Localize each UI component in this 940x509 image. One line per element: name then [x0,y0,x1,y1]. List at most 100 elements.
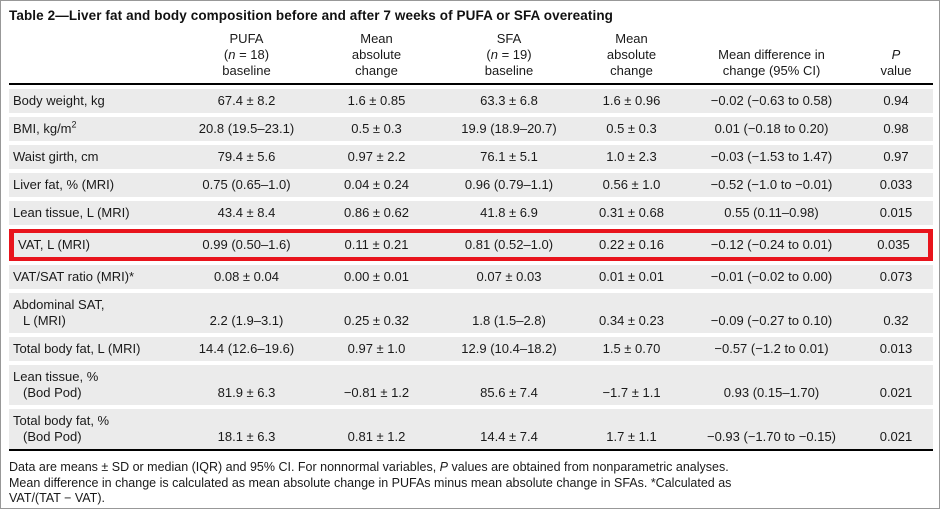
column-header-sfa-baseline: SFA (n = 19) baseline [439,29,579,85]
header-line: (n = 19) [486,47,532,62]
header-line: change [355,63,398,78]
highlighted-row: VAT, L (MRI) 0.99 (0.50–1.6) 0.11 ± 0.21 0.… [9,229,933,261]
cell-value: 85.6 ± 7.4 [439,365,579,405]
row-label-line: L (MRI) [23,313,66,328]
cell-value: 0.11 ± 0.21 [314,229,439,261]
table-header: PUFA (n = 18) baseline Mean absolute change SF… [9,29,933,85]
header-line: (n = 18) [223,47,270,62]
column-header-mean-difference-in-change: Mean difference in change (95% CI) [684,29,859,85]
cell-value: 0.96 (0.79–1.1) [439,173,579,197]
cell-value: 0.00 ± 0.01 [314,265,439,289]
cell-value: 0.97 ± 1.0 [314,337,439,361]
cell-value: 0.01 (−0.18 to 0.20) [684,117,859,141]
cell-value: 0.81 (0.52–1.0) [439,229,579,261]
row-label: Total body fat, % (Bod Pod) [9,409,179,451]
cell-value: 12.9 (10.4–18.2) [439,337,579,361]
cell-value: 14.4 (12.6–19.6) [179,337,314,361]
cell-value: 0.56 ± 1.0 [579,173,684,197]
header-line: SFA [496,31,522,46]
cell-value: 19.9 (18.9–20.7) [439,117,579,141]
table-row: Waist girth, cm 79.4 ± 5.6 0.97 ± 2.2 76.1 … [9,145,933,169]
cell-value: 0.5 ± 0.3 [314,117,439,141]
table-row: Lean tissue, % (Bod Pod) 81.9 ± 6.3 −0.81 ±… [9,365,933,405]
cell-value: 1.8 (1.5–2.8) [439,293,579,333]
column-header-pufa-mean-absolute-change: Mean absolute change [314,29,439,85]
table-body: Body weight, kg 67.4 ± 8.2 1.6 ± 0.85 63.3 … [9,89,933,451]
cell-value: 14.4 ± 7.4 [439,409,579,451]
cell-value: 0.5 ± 0.3 [579,117,684,141]
row-label-line: Abdominal SAT, [13,297,105,312]
cell-value: 43.4 ± 8.4 [179,201,314,225]
cell-value: 0.94 [859,89,933,113]
cell-value: 0.97 ± 2.2 [314,145,439,169]
cell-value: −0.52 (−1.0 to −0.01) [684,173,859,197]
header-line: change (95% CI) [722,63,821,78]
cell-value: −1.7 ± 1.1 [579,365,684,405]
row-label: Body weight, kg [9,89,179,113]
cell-value: 0.01 ± 0.01 [579,265,684,289]
header-line: absolute [606,47,657,62]
cell-value: 0.015 [859,201,933,225]
header-line: P [891,47,901,62]
cell-value: 0.22 ± 0.16 [579,229,684,261]
cell-value: 0.07 ± 0.03 [439,265,579,289]
cell-value: −0.93 (−1.70 to −0.15) [684,409,859,451]
table-row: BMI, kg/m2 20.8 (19.5–23.1) 0.5 ± 0.3 19.9 … [9,117,933,141]
header-line: Mean difference in [718,47,825,62]
table-row: Total body fat, L (MRI) 14.4 (12.6–19.6) 0… [9,337,933,361]
header-line: PUFA [229,31,264,46]
table-title: Table 2—Liver fat and body composition b… [9,8,614,23]
cell-value: −0.09 (−0.27 to 0.10) [684,293,859,333]
row-label: Waist girth, cm [9,145,179,169]
row-label: Abdominal SAT, L (MRI) [9,293,179,333]
row-label-line: Total body fat, % [13,413,110,428]
column-header-row-label [9,29,179,85]
data-table: PUFA (n = 18) baseline Mean absolute change SF… [9,25,933,455]
cell-value: 1.5 ± 0.70 [579,337,684,361]
footnote-line: Data are means ± SD or median (IQR) and … [9,460,729,474]
cell-value: 0.021 [859,365,933,405]
row-label: Lean tissue, % (Bod Pod) [9,365,179,405]
row-label: BMI, kg/m2 [9,117,179,141]
cell-value: 0.34 ± 0.23 [579,293,684,333]
row-label: VAT, L (MRI) [9,229,179,261]
cell-value: 0.08 ± 0.04 [179,265,314,289]
cell-value: 0.97 [859,145,933,169]
row-label-line: (Bod Pod) [23,385,82,400]
table-row: Liver fat, % (MRI) 0.75 (0.65–1.0) 0.04 ± … [9,173,933,197]
header-line: value [880,63,912,78]
row-label-line: Waist girth, cm [13,149,99,164]
cell-value: 2.2 (1.9–3.1) [179,293,314,333]
row-label: Lean tissue, L (MRI) [9,201,179,225]
header-line: Mean [360,31,393,46]
cell-value: −0.03 (−1.53 to 1.47) [684,145,859,169]
header-line: baseline [484,63,534,78]
cell-value: 0.32 [859,293,933,333]
table-row: Abdominal SAT, L (MRI) 2.2 (1.9–3.1) 0.25 ±… [9,293,933,333]
cell-value: 63.3 ± 6.8 [439,89,579,113]
cell-value: −0.81 ± 1.2 [314,365,439,405]
cell-value: 0.31 ± 0.68 [579,201,684,225]
column-header-sfa-mean-absolute-change: Mean absolute change [579,29,684,85]
cell-value: 79.4 ± 5.6 [179,145,314,169]
table-footnote: Data are means ± SD or median (IQR) and … [1,455,939,507]
row-label-line: BMI, kg/m2 [13,119,77,136]
row-label-line: Lean tissue, L (MRI) [13,205,130,220]
table-row: Total body fat, % (Bod Pod) 18.1 ± 6.3 0.81… [9,409,933,451]
cell-value: 0.033 [859,173,933,197]
table-row: VAT/SAT ratio (MRI)* 0.08 ± 0.04 0.00 ± 0.… [9,265,933,289]
row-label-line: (Bod Pod) [23,429,82,444]
cell-value: 0.93 (0.15–1.70) [684,365,859,405]
row-label-line: Total body fat, L (MRI) [13,341,141,356]
cell-value: 1.7 ± 1.1 [579,409,684,451]
cell-value: −0.57 (−1.2 to 0.01) [684,337,859,361]
header-line: baseline [222,63,271,78]
footnote-line: VAT/(TAT − VAT). [9,491,105,505]
cell-value: 76.1 ± 5.1 [439,145,579,169]
cell-value: 0.81 ± 1.2 [314,409,439,451]
cell-value: 0.073 [859,265,933,289]
row-label: Liver fat, % (MRI) [9,173,179,197]
row-label-line: Lean tissue, % [13,369,99,384]
